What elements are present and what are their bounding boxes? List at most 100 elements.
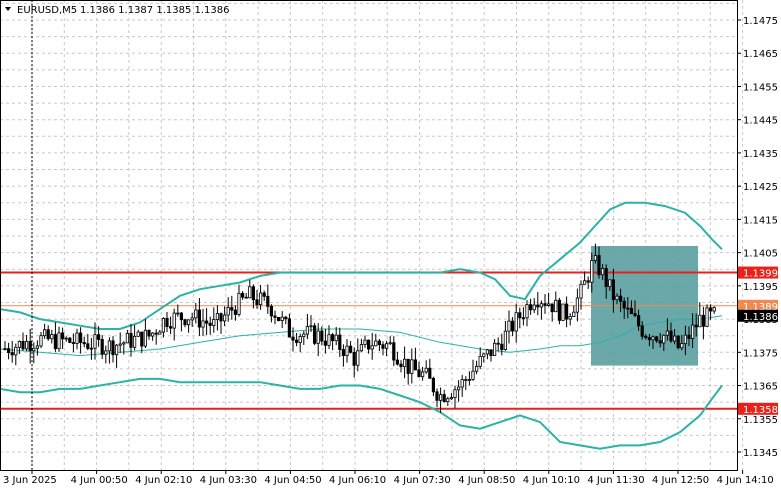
candle-bear [521,317,526,320]
candle-bull [172,312,176,329]
candle-bull [514,312,518,332]
level-tag-upper: 1.1399 [743,269,778,280]
candle-bull [237,292,241,315]
candle-bull [93,334,97,349]
candle-bull [680,343,684,349]
time-axis[interactable]: 3 Jun 2025 4 Jun 00:50 4 Jun 02:10 4 Jun 03… [3,470,774,486]
candle-bull [492,342,497,357]
y-tick-label: 1.1425 [743,182,778,193]
candle-bear [71,342,75,344]
candle-bull [467,379,472,381]
candle-bear [244,296,248,299]
candle-bear [154,332,158,335]
candle-bull [384,343,389,349]
candle-bear [658,340,662,344]
candle-bear [655,336,659,342]
candle-bull [525,304,529,319]
candle-bull [532,304,536,311]
candle-bull [345,345,349,357]
candle-bull [579,283,583,299]
candle-bear [183,319,187,326]
candle-bear [147,329,151,337]
candle-bear [644,335,648,339]
candle-bear [687,334,691,339]
candle-bear [204,320,209,324]
candle-bear [489,349,493,357]
candle-bear [366,339,371,350]
candle-bull [194,309,198,319]
candle-bull [24,341,29,350]
candle-bear [179,312,183,321]
y-tick-label: 1.1375 [743,348,778,359]
candle-bull [662,334,666,344]
candle-bear [79,332,83,343]
candle-bear [341,349,346,357]
candle-bear [622,300,626,309]
candle-bull [547,303,551,306]
candle-bear [604,268,608,287]
price-line-tag-bg [738,299,778,312]
candle-bear [273,315,277,318]
candle-bull [402,358,407,368]
candle-bull [158,331,162,335]
candle-bull [438,394,443,401]
candle-bull [212,319,216,326]
symbol-label[interactable]: EURUSD,M5 [17,5,77,16]
candle-bear [7,348,11,353]
candle-bear [647,337,652,341]
candle-bear [197,309,201,328]
candle-bear [294,339,299,343]
candle-bear [348,345,353,353]
level-tag-lower-bg [738,402,778,415]
candle-bull [593,255,598,261]
candle-bull [712,307,716,312]
candle-bull [456,386,461,391]
candle-bull [3,348,7,351]
candle-bull [190,317,194,321]
candle-bull [356,350,360,366]
bollinger-middle [0,315,723,357]
candle-bull [125,333,129,344]
candle-bear [262,292,266,297]
level-tag-upper-bg [738,266,778,279]
candle-bull [115,344,119,356]
candle-bull [316,330,320,344]
candle-bull [539,303,544,308]
candle-bear [611,279,616,301]
candle-bull [248,286,252,299]
candle-bear [377,340,382,346]
candle-bull [122,342,126,345]
x-tick-label: 3 Jun 2025 [3,475,57,486]
candle-bull [673,335,677,342]
candle-bear [518,312,522,319]
candle-bear [129,333,133,348]
symbol-dropdown-icon[interactable] [5,7,11,11]
x-tick-label: 4 Jun 11:30 [587,475,644,486]
candle-bear [442,394,446,403]
candle-bull [107,340,111,352]
candle-bear [291,336,295,341]
candle-bull [132,335,137,348]
y-tick-label: 1.1345 [743,448,778,459]
candle-bear [287,318,292,338]
y-tick-label: 1.1445 [743,116,778,127]
candle-bear [284,316,288,320]
candle-bull [280,316,284,321]
candle-bull [14,346,18,356]
current-price-tag: 1.1386 [743,312,778,323]
candle-bull [410,359,414,374]
x-tick-label: 4 Jun 00:50 [71,475,128,486]
candle-bull [474,365,479,372]
candle-bear [529,304,533,311]
candle-bear [406,358,410,374]
ohlc-readout: 1.1386 1.1387 1.1385 1.1386 [80,5,230,16]
candle-bear [100,339,104,355]
candle-bear [435,391,439,401]
candle-bear [633,313,637,316]
candle-bull [39,335,43,347]
candle-bear [669,330,673,342]
candle-bull [615,295,619,301]
